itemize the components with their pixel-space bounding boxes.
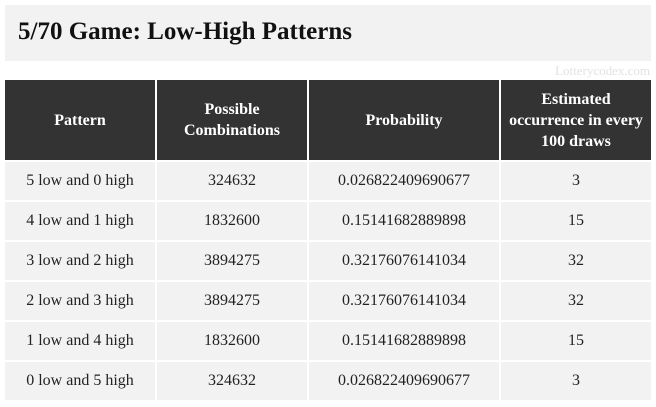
table-row: 5 low and 0 high 324632 0.026822409690677 3 bbox=[5, 162, 651, 200]
table-row: 2 low and 3 high 3894275 0.32176076141034 3… bbox=[5, 282, 651, 320]
table-cell: 32 bbox=[501, 242, 651, 280]
table-row: 4 low and 1 high 1832600 0.15141682889898 1… bbox=[5, 202, 651, 240]
table-cell: 3 low and 2 high bbox=[5, 242, 155, 280]
table-cell: 4 low and 1 high bbox=[5, 202, 155, 240]
table-cell: 3 bbox=[501, 162, 651, 200]
table-cell: 3 bbox=[501, 362, 651, 400]
table-cell: 0.15141682889898 bbox=[309, 202, 499, 240]
title-box: 5/70 Game: Low-High Patterns bbox=[5, 5, 651, 61]
column-header: Pattern bbox=[5, 80, 155, 160]
table-cell: 32 bbox=[501, 282, 651, 320]
table-row: 0 low and 5 high 324632 0.026822409690677 3 bbox=[5, 362, 651, 400]
column-header: Possible Combinations bbox=[157, 80, 307, 160]
table-cell: 0.32176076141034 bbox=[309, 282, 499, 320]
header-row: Pattern Possible Combinations Probability E… bbox=[5, 80, 651, 160]
table-cell: 5 low and 0 high bbox=[5, 162, 155, 200]
table-cell: 15 bbox=[501, 202, 651, 240]
table-cell: 324632 bbox=[157, 362, 307, 400]
table-cell: 1832600 bbox=[157, 202, 307, 240]
table-cell: 1 low and 4 high bbox=[5, 322, 155, 360]
column-header: Probability bbox=[309, 80, 499, 160]
table-row: 3 low and 2 high 3894275 0.32176076141034 3… bbox=[5, 242, 651, 280]
table-cell: 2 low and 3 high bbox=[5, 282, 155, 320]
table-cell: 3894275 bbox=[157, 242, 307, 280]
title: 5/70 Game: Low-High Patterns bbox=[18, 18, 352, 45]
table-cell: 0 low and 5 high bbox=[5, 362, 155, 400]
table-cell: 1832600 bbox=[157, 322, 307, 360]
table-cell: 3894275 bbox=[157, 282, 307, 320]
table: Pattern Possible Combinations Probability E… bbox=[5, 80, 651, 402]
table-cell: 0.15141682889898 bbox=[309, 322, 499, 360]
table-cell: 324632 bbox=[157, 162, 307, 200]
table-row: 1 low and 4 high 1832600 0.15141682889898 1… bbox=[5, 322, 651, 360]
column-header: Estimated occurrence in every 100 draws bbox=[501, 80, 651, 160]
table-cell: 0.32176076141034 bbox=[309, 242, 499, 280]
table-cell: 0.026822409690677 bbox=[309, 362, 499, 400]
table-cell: 0.026822409690677 bbox=[309, 162, 499, 200]
table-cell: 15 bbox=[501, 322, 651, 360]
watermark: Lotterycodex.com bbox=[555, 63, 650, 78]
